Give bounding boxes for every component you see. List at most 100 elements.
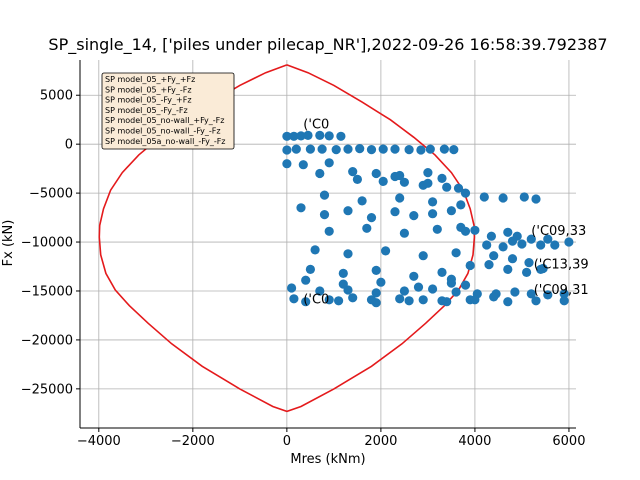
scatter-point xyxy=(432,224,442,234)
scatter-point xyxy=(428,197,438,207)
x-tick-label: −2000 xyxy=(171,434,215,449)
scatter-point xyxy=(489,251,499,261)
legend-entry: SP model_05a_no-wall_-Fy_-Fz xyxy=(105,137,226,146)
scatter-point xyxy=(484,260,494,270)
scatter-point xyxy=(482,240,492,250)
y-tick-label: −20000 xyxy=(21,333,73,348)
scatter-point xyxy=(470,225,480,235)
scatter-points-layer xyxy=(282,130,574,308)
scatter-point xyxy=(404,296,414,306)
legend-entry: SP model_05_+Fy_+Fz xyxy=(105,75,195,84)
scatter-point xyxy=(503,227,513,237)
scatter-point xyxy=(376,277,386,287)
scatter-point xyxy=(524,258,534,268)
point-annotation: ('C0 xyxy=(303,293,329,308)
scatter-point xyxy=(465,260,475,271)
x-tick-label: 0 xyxy=(283,434,291,449)
scatter-point xyxy=(366,145,377,155)
scatter-point xyxy=(395,193,405,203)
scatter-point xyxy=(355,144,365,154)
scatter-point xyxy=(395,294,405,304)
scatter-point xyxy=(343,249,353,259)
scatter-point xyxy=(282,145,292,155)
x-axis-label: Mres (kNm) xyxy=(290,452,365,467)
legend-entry: SP model_05_-Fy_+Fz xyxy=(105,96,192,105)
scatter-point xyxy=(489,292,499,302)
scatter-point xyxy=(428,209,438,219)
scatter-point xyxy=(446,278,456,288)
y-tick-label: 0 xyxy=(65,138,73,153)
scatter-point xyxy=(319,190,330,200)
scatter-point xyxy=(460,280,471,290)
chart-title: SP_single_14, ['piles under pilecap_NR']… xyxy=(48,35,607,55)
legend-entry: SP model_05_-Fy_-Fz xyxy=(105,106,188,115)
scatter-point xyxy=(289,131,299,141)
tick-labels-layer: −4000 −2000 0 2000 4000 600050000−5000−10000−… xyxy=(21,89,586,449)
point-annotation: ('C09,31 xyxy=(534,283,589,298)
y-tick-label: −15000 xyxy=(21,284,73,299)
scatter-point xyxy=(449,145,459,155)
scatter-point xyxy=(559,296,569,306)
scatter-point xyxy=(310,245,320,255)
legend-entry: SP model_05_no-wall_+Fy_-Fz xyxy=(105,116,224,125)
scatter-point xyxy=(348,293,358,303)
scatter-point xyxy=(371,265,381,275)
scatter-point xyxy=(315,130,325,140)
x-tick-label: 4000 xyxy=(458,434,491,449)
scatter-point xyxy=(315,168,325,179)
scatter-point xyxy=(526,289,536,299)
scatter-point xyxy=(425,144,435,154)
scatter-point xyxy=(317,144,327,154)
scatter-point xyxy=(486,231,496,241)
scatter-point xyxy=(357,196,367,206)
scatter-point xyxy=(409,211,419,221)
scatter-point xyxy=(334,296,344,306)
scatter-point xyxy=(559,289,569,299)
scatter-point xyxy=(460,226,471,236)
scatter-point xyxy=(338,279,348,289)
scatter-point xyxy=(348,167,358,177)
scatter-point xyxy=(291,144,301,154)
scatter-point xyxy=(409,271,419,281)
scatter-point xyxy=(399,228,409,238)
scatter-point xyxy=(338,268,348,278)
scatter-point xyxy=(305,264,315,274)
scatter-point xyxy=(456,200,466,210)
scatter-point xyxy=(439,144,449,154)
scatter-point xyxy=(510,287,520,297)
y-tick-label: −5000 xyxy=(29,187,73,202)
scatter-point xyxy=(442,182,452,192)
scatter-point xyxy=(564,237,574,247)
scatter-point xyxy=(331,145,341,155)
scatter-point xyxy=(543,234,553,244)
scatter-point xyxy=(470,295,480,305)
scatter-point xyxy=(366,213,377,223)
scatter-point xyxy=(378,176,388,186)
scatter-point xyxy=(301,275,311,285)
scatter-point xyxy=(503,264,513,274)
scatter-point xyxy=(479,192,489,202)
y-axis-label: Fx (kN) xyxy=(1,220,16,267)
x-tick-label: 6000 xyxy=(552,434,585,449)
scatter-point xyxy=(460,188,471,198)
scatter-point xyxy=(371,288,381,298)
scatter-point xyxy=(418,295,428,305)
annotation-layer: ('C0 ('C09,33 ('C13,39 ('C09,31 ('C0 xyxy=(303,118,588,308)
scatter-point xyxy=(437,267,447,277)
point-annotation: ('C13,39 xyxy=(534,258,589,273)
scatter-point xyxy=(390,144,400,154)
scatter-point xyxy=(446,206,456,216)
scatter-point xyxy=(289,294,299,304)
legend-entry: SP model_05_+Fy_-Fz xyxy=(105,85,192,94)
scatter-point xyxy=(526,234,536,244)
scatter-point xyxy=(366,295,377,305)
scatter-point xyxy=(343,206,353,216)
scatter-point xyxy=(301,297,311,307)
scatter-point xyxy=(324,158,334,168)
scatter-point xyxy=(522,267,532,277)
scatter-point xyxy=(418,251,428,261)
scatter-point xyxy=(324,226,334,236)
scatter-point xyxy=(498,193,508,203)
